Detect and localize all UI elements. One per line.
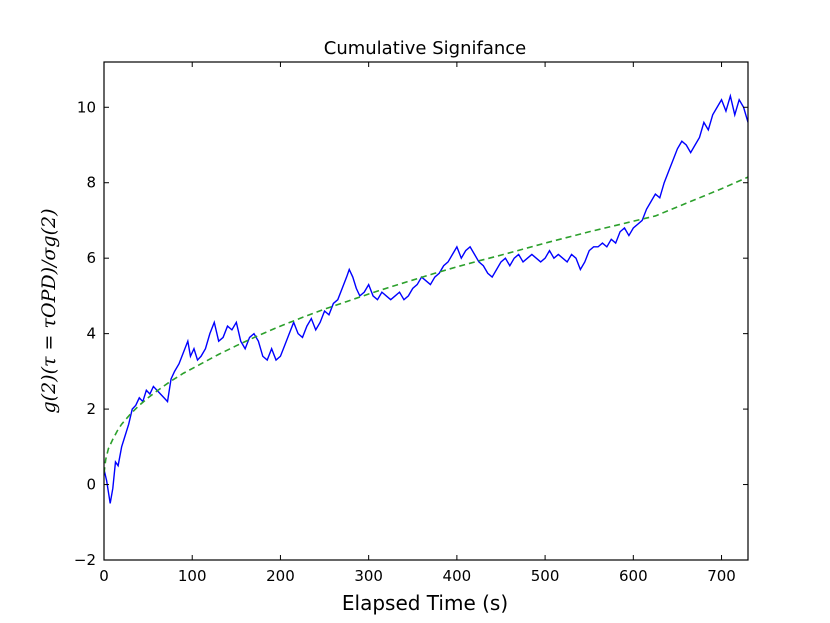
y-tick-label: 6 <box>86 249 96 267</box>
x-tick-label: 400 <box>443 567 472 585</box>
x-tick-label: 200 <box>266 567 295 585</box>
x-axis-label: Elapsed Time (s) <box>342 591 508 615</box>
y-tick-label: 0 <box>86 476 96 494</box>
x-tick-label: 100 <box>178 567 207 585</box>
y-tick-label: 10 <box>77 98 96 116</box>
x-tick-label: 0 <box>99 567 109 585</box>
plot-frame <box>103 61 749 561</box>
y-axis-label: g(2)(τ = τOPD)/σg(2) <box>38 209 60 414</box>
x-tick-label: 300 <box>354 567 383 585</box>
cumulative-significance-line <box>104 93 748 504</box>
y-tick-label: 4 <box>86 325 96 343</box>
fit-curve-line <box>104 176 748 474</box>
y-tick-label: 2 <box>86 400 96 418</box>
x-tick-label: 500 <box>531 567 560 585</box>
x-axis: 0 100 200 300 400 500 600 700 <box>99 62 736 585</box>
chart-title: Cumulative Signifance <box>324 38 526 59</box>
y-tick-label: −2 <box>74 551 96 569</box>
y-tick-label: 8 <box>86 174 96 192</box>
x-tick-label: 700 <box>707 567 736 585</box>
y-axis: −2 0 2 4 6 8 10 <box>74 98 748 569</box>
x-tick-label: 600 <box>619 567 648 585</box>
